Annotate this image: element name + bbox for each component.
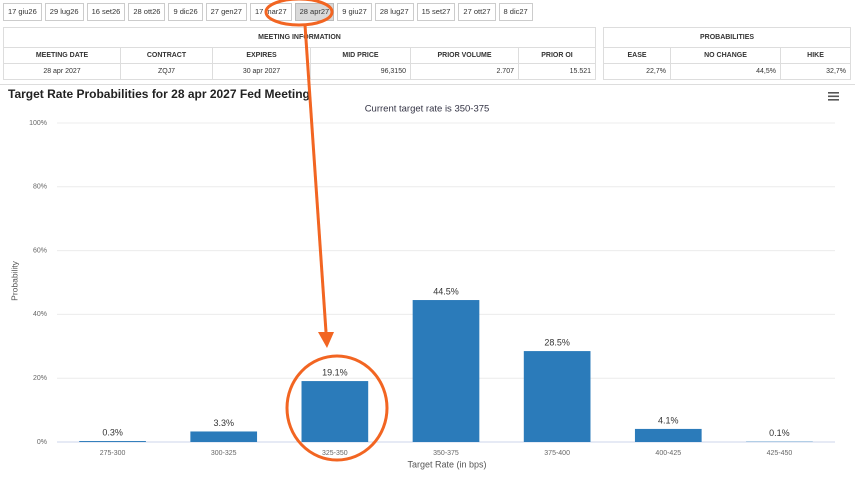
x-axis-title: Target Rate (in bps)	[407, 459, 486, 469]
cell: 30 apr 2027	[213, 64, 311, 80]
x-tick-label: 425-450	[767, 450, 793, 457]
bar	[524, 351, 591, 442]
meeting-tab[interactable]: 9 giu27	[337, 3, 372, 21]
cell: 22,7%	[604, 64, 671, 80]
bar	[79, 441, 146, 442]
chart-title: Target Rate Probabilities for 28 apr 202…	[8, 87, 310, 101]
meeting-tab[interactable]: 28 ott26	[128, 3, 165, 21]
x-tick-label: 350-375	[433, 450, 459, 457]
meeting-tab[interactable]: 27 gen27	[206, 3, 247, 21]
column-header: MEETING DATE	[4, 48, 121, 64]
meeting-tab[interactable]: 29 lug26	[45, 3, 84, 21]
table-title: MEETING INFORMATION	[4, 28, 596, 48]
column-header: PRIOR OI	[519, 48, 596, 64]
y-tick-label: 100%	[29, 120, 47, 127]
meeting-tab[interactable]: 27 ott27	[458, 3, 495, 21]
column-header: HIKE	[781, 48, 851, 64]
bar	[635, 429, 702, 442]
chart: Target Rate Probabilities for 28 apr 202…	[0, 85, 855, 487]
cell: 96,3150	[311, 64, 411, 80]
chart-subtitle: Current target rate is 350-375	[365, 104, 490, 115]
value-label: 28.5%	[544, 337, 570, 347]
y-axis-title: Probability	[9, 260, 19, 300]
table-title: PROBABILITIES	[604, 28, 851, 48]
meeting-tab[interactable]: 28 apr27	[295, 3, 335, 21]
cell: 2.707	[411, 64, 519, 80]
x-tick-label: 275-300	[100, 450, 126, 457]
bar	[413, 300, 480, 442]
value-label: 0.3%	[102, 427, 123, 437]
cell: ZQJ7	[121, 64, 213, 80]
menu-line	[828, 99, 839, 101]
x-tick-label: 300-325	[211, 450, 237, 457]
meeting-tab[interactable]: 8 dic27	[499, 3, 533, 21]
x-tick-label: 400-425	[655, 450, 681, 457]
value-label: 3.3%	[213, 418, 234, 428]
y-tick-label: 80%	[33, 184, 47, 191]
bar	[302, 381, 369, 442]
chart-container: Target Rate Probabilities for 28 apr 202…	[0, 84, 855, 488]
data-row: 22,7%44,5%32,7%	[604, 64, 851, 80]
meeting-tab[interactable]: 17 giu26	[3, 3, 42, 21]
value-label: 0.1%	[769, 428, 790, 438]
menu-line	[828, 96, 839, 98]
value-label: 44.5%	[433, 286, 459, 296]
cell: 15.521	[519, 64, 596, 80]
x-tick-label: 375-400	[544, 450, 570, 457]
meeting-tab[interactable]: 16 set26	[87, 3, 126, 21]
column-header: CONTRACT	[121, 48, 213, 64]
x-tick-label: 325-350	[322, 450, 348, 457]
meeting-tab[interactable]: 28 lug27	[375, 3, 414, 21]
value-label: 19.1%	[322, 367, 348, 377]
column-header: PRIOR VOLUME	[411, 48, 519, 64]
menu-button[interactable]	[828, 92, 839, 101]
column-header: MID PRICE	[311, 48, 411, 64]
y-tick-label: 0%	[37, 439, 47, 446]
y-tick-label: 40%	[33, 311, 47, 318]
cell: 44,5%	[671, 64, 781, 80]
meeting-tab[interactable]: 9 dic26	[168, 3, 202, 21]
meeting-tab[interactable]: 17 mar27	[250, 3, 292, 21]
cell: 32,7%	[781, 64, 851, 80]
column-header: NO CHANGE	[671, 48, 781, 64]
bar	[190, 431, 257, 442]
menu-line	[828, 92, 839, 94]
value-label: 4.1%	[658, 415, 679, 425]
column-header: EXPIRES	[213, 48, 311, 64]
y-tick-label: 60%	[33, 247, 47, 254]
y-tick-label: 20%	[33, 375, 47, 382]
column-header: EASE	[604, 48, 671, 64]
meeting-tab[interactable]: 15 set27	[417, 3, 456, 21]
cell: 28 apr 2027	[4, 64, 121, 80]
